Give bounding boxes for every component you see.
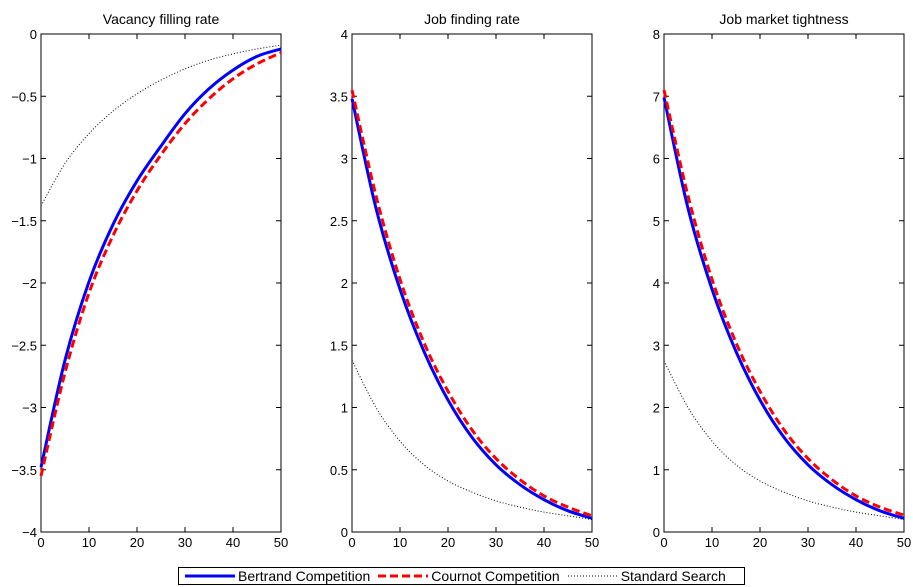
y-tick-label: −1.5 [11, 214, 37, 229]
x-tick-label: 50 [897, 535, 911, 550]
y-tick-label: 4 [341, 27, 348, 42]
y-tick-label: 5 [653, 214, 660, 229]
y-tick-label: 0.5 [330, 463, 348, 478]
y-tick-label: −2 [22, 276, 37, 291]
x-tick-label: 10 [393, 535, 407, 550]
y-tick-label: 8 [653, 27, 660, 42]
y-tick-label: 3 [653, 338, 660, 353]
legend-label-bertrand: Bertrand Competition [238, 568, 371, 584]
legend: Bertrand Competition Cournot Competition… [178, 567, 745, 585]
y-tick-label: 1 [653, 463, 660, 478]
y-tick-label: 3 [341, 152, 348, 167]
x-tick-label: 30 [801, 535, 815, 550]
y-tick-label: −3 [22, 401, 37, 416]
series-line-standard [40, 44, 282, 207]
y-tick-label: 0 [653, 525, 660, 540]
series-line-cournot [39, 51, 282, 477]
chart-panel-3: Job market tightness 0 10 20 30 40 50 0 1 2 3 4 5 6 7 8 [653, 11, 911, 550]
series-line-standard [663, 360, 905, 521]
plot-frame [40, 33, 282, 533]
y-tick-label: −2.5 [11, 338, 37, 353]
series-line-bertrand [662, 97, 905, 520]
x-tick-label: 50 [274, 535, 288, 550]
series-line-bertrand [350, 98, 593, 520]
x-tick-label: 0 [37, 535, 44, 550]
series-line-bertrand [39, 47, 282, 468]
x-tick-label: 10 [82, 535, 96, 550]
y-tick-label: −4 [22, 525, 37, 540]
chart-panel-2: Job finding rate 0 10 20 30 40 50 0 0.5 1 1.5 2 2.5 3… [330, 11, 599, 550]
x-tick-label: 0 [348, 535, 355, 550]
x-tick-label: 40 [226, 535, 240, 550]
y-tick-label: 2 [653, 401, 660, 416]
x-tick-label: 20 [441, 535, 455, 550]
y-tick-label: 6 [653, 152, 660, 167]
y-tick-label: 1 [341, 401, 348, 416]
x-tick-label: 30 [178, 535, 192, 550]
chart-title: Vacancy filling rate [103, 11, 220, 27]
series-line-cournot [350, 89, 593, 518]
plot-frame [351, 33, 593, 533]
series-line-cournot [662, 89, 905, 517]
x-tick-label: 20 [753, 535, 767, 550]
y-tick-label: 0 [341, 525, 348, 540]
x-tick-label: 40 [537, 535, 551, 550]
legend-swatch-bertrand [185, 574, 235, 578]
x-tick-label: 50 [585, 535, 599, 550]
x-tick-label: 20 [130, 535, 144, 550]
legend-item-cournot: Cournot Competition [378, 568, 560, 584]
y-tick-label: 2.5 [330, 214, 348, 229]
chart-title: Job finding rate [424, 11, 520, 27]
y-tick-label: 0 [30, 27, 37, 42]
legend-item-standard: Standard Search [567, 568, 726, 584]
y-tick-label: −0.5 [11, 89, 37, 104]
legend-label-standard: Standard Search [620, 568, 726, 584]
x-tick-label: 40 [849, 535, 863, 550]
y-tick-label: −3.5 [11, 463, 37, 478]
chart-panel-1: Vacancy filling rate 0 10 20 30 40 50 −4 −3.5 −3 −… [11, 11, 288, 550]
legend-label-cournot: Cournot Competition [431, 568, 560, 584]
x-tick-label: 30 [489, 535, 503, 550]
series-line-standard [351, 359, 593, 521]
legend-swatch-standard [567, 575, 618, 577]
y-tick-label: 4 [653, 276, 660, 291]
y-tick-label: 1.5 [330, 338, 348, 353]
y-tick-label: 2 [341, 276, 348, 291]
y-tick-label: 3.5 [330, 89, 348, 104]
y-tick-label: −1 [22, 152, 37, 167]
y-tick-label: 7 [653, 89, 660, 104]
chart-title: Job market tightness [719, 11, 848, 27]
legend-item-bertrand: Bertrand Competition [185, 568, 370, 584]
x-tick-label: 10 [705, 535, 719, 550]
legend-swatch-cournot [378, 574, 429, 578]
plot-frame [663, 33, 905, 533]
x-tick-label: 0 [660, 535, 667, 550]
